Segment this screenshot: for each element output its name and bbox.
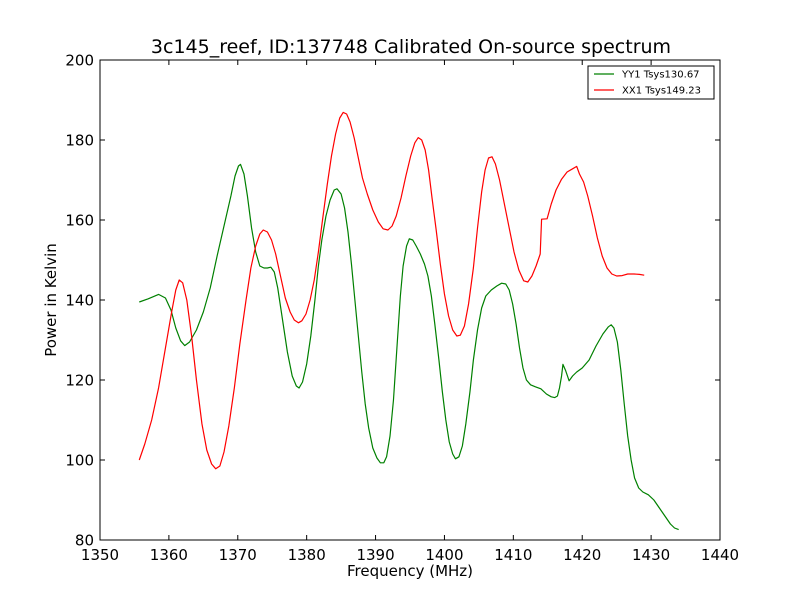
chart-title: 3c145_reef, ID:137748 Calibrated On-sour… [151, 36, 671, 58]
y-tick-label: 80 [75, 532, 94, 550]
x-tick-label: 1420 [563, 546, 601, 564]
x-tick-label: 1350 [81, 546, 119, 564]
y-axis-ticks: 80 100 120 140 160 180 200 [65, 52, 720, 550]
y-tick-label: 120 [65, 372, 94, 390]
series-line-0 [139, 163, 679, 531]
legend: YY1 Tsys130.67 XX1 Tsys149.23 [587, 65, 715, 100]
x-tick-label: 1410 [494, 546, 532, 564]
x-tick-label: 1360 [150, 546, 188, 564]
y-tick-label: 140 [65, 292, 94, 310]
x-tick-label: 1380 [288, 546, 326, 564]
y-tick-label: 200 [65, 52, 94, 70]
x-axis-label: Frequency (MHz) [347, 562, 473, 580]
x-tick-label: 1400 [425, 546, 463, 564]
x-tick-label: 1370 [219, 546, 257, 564]
legend-label-xx1: XX1 Tsys149.23 [622, 86, 701, 97]
y-tick-label: 180 [65, 132, 94, 150]
series-layer [138, 111, 679, 531]
x-tick-label: 1430 [632, 546, 670, 564]
y-axis-label: Power in Kelvin [42, 243, 60, 357]
series-line-1 [138, 111, 645, 470]
legend-label-yy1: YY1 Tsys130.67 [621, 70, 700, 81]
y-tick-label: 160 [65, 212, 94, 230]
legend-box [587, 65, 715, 100]
plot-frame [99, 59, 721, 541]
x-tick-label: 1440 [701, 546, 739, 564]
x-axis-ticks: 1350 1360 1370 1380 1390 1400 1410 1420 1430 1440 [81, 60, 739, 564]
x-tick-label: 1390 [356, 546, 394, 564]
y-tick-label: 100 [65, 452, 94, 470]
